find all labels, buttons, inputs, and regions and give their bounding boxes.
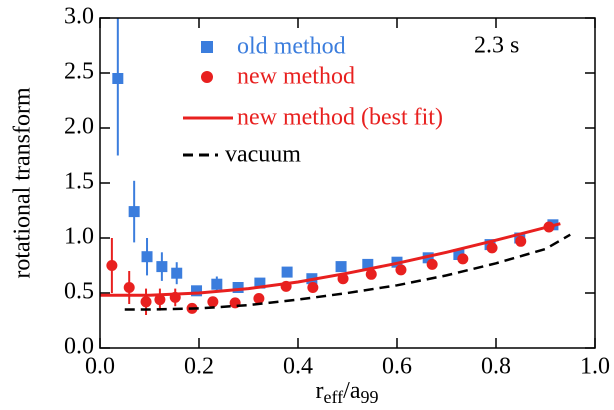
marker <box>232 282 244 293</box>
marker <box>201 71 213 83</box>
marker <box>128 206 140 218</box>
marker <box>154 294 166 306</box>
plot-frame <box>99 17 596 349</box>
x-tick-label: 0.0 <box>85 354 115 380</box>
x-label-part: /a <box>343 378 361 404</box>
x-label-part: 99 <box>360 387 378 407</box>
marker <box>253 293 265 304</box>
marker <box>486 242 498 254</box>
y-tick-label: 1.0 <box>64 224 94 250</box>
x-label-part: r <box>316 378 324 404</box>
plot-area <box>100 18 571 315</box>
marker <box>281 266 293 278</box>
x-tick-label: 0.2 <box>184 354 214 380</box>
y-tick-label: 0.0 <box>64 334 94 360</box>
legend: old method new method new method (best fit… <box>183 34 443 168</box>
marker <box>211 278 223 290</box>
x-tick-label: 0.6 <box>382 354 412 380</box>
x-tick-label: 0.8 <box>481 354 511 380</box>
marker <box>307 282 319 293</box>
x-tick-label: 1.0 <box>580 354 610 380</box>
marker <box>515 235 527 247</box>
y-tick-label: 3.0 <box>64 4 94 30</box>
marker <box>171 267 183 279</box>
marker <box>191 285 203 297</box>
marker <box>207 296 219 308</box>
legend-label: new method <box>237 64 355 90</box>
legend-label: vacuum <box>225 142 301 168</box>
marker <box>201 41 213 53</box>
line <box>100 222 561 297</box>
y-tick-label: 2.5 <box>64 59 94 85</box>
x-label-part: eff <box>324 387 344 407</box>
marker <box>141 251 153 263</box>
annotation: 2.3 s <box>474 33 519 59</box>
line <box>124 233 571 311</box>
marker <box>453 249 465 260</box>
marker <box>106 260 118 271</box>
y-tick-label: 2.0 <box>64 114 94 140</box>
marker <box>112 73 124 84</box>
marker <box>156 261 168 273</box>
marker <box>395 264 407 276</box>
marker <box>457 253 469 265</box>
legend-label: new method (best fit) <box>237 105 443 131</box>
legend-label: old method <box>237 34 346 60</box>
marker <box>365 268 377 280</box>
marker <box>123 282 135 293</box>
marker <box>140 296 152 308</box>
y-tick-label: 1.5 <box>64 169 94 195</box>
x-tick-label: 0.4 <box>283 354 313 380</box>
x-axis-label: reff/a99 <box>316 378 379 408</box>
marker <box>254 277 266 289</box>
marker <box>426 258 438 270</box>
y-tick-label: 0.5 <box>64 279 94 305</box>
marker <box>362 258 374 270</box>
y-axis-label: rotational transform <box>10 87 36 279</box>
marker <box>335 261 347 273</box>
